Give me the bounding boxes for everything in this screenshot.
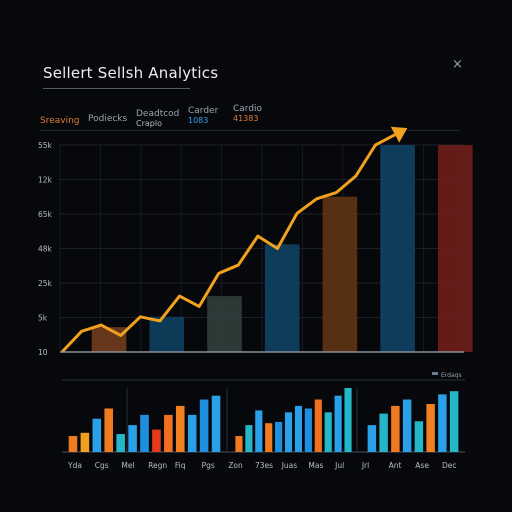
tab-podiecks[interactable]: Podiecks [88,114,127,124]
bar [391,405,400,452]
bar [324,412,332,452]
bar [275,421,283,452]
y-tick-label: 25k [38,279,53,288]
bar [104,408,114,452]
y-tick-label: 48k [38,245,53,254]
bar [255,410,263,452]
x-tick-label: Pgs [202,461,215,470]
bar [438,394,447,452]
title-underline [43,88,190,89]
bar [211,395,221,452]
x-tick-label: Cgs [95,461,109,470]
bar [128,425,137,452]
x-tick-label: Jrl [361,461,369,470]
close-icon[interactable]: × [452,57,463,72]
x-tick-label: Ase [415,461,429,470]
trend-line [60,133,396,354]
bar [80,432,90,452]
y-tick-label: 55k [38,141,53,150]
bar [175,405,185,452]
trend-arrow-icon [390,126,408,143]
tab-label: Carder [188,106,219,116]
tab-sublabel: 41383 [233,114,259,123]
bar [294,405,303,452]
x-tick-label: Mel [121,461,134,470]
tab-label: Sreaving [40,116,80,126]
x-tick-label: Mas [308,461,323,470]
bar [402,399,412,452]
x-tick-label: Yda [67,461,82,470]
bar [426,404,435,452]
bar [92,418,102,452]
bar [264,244,300,352]
y-tick-label: 10 [38,348,48,357]
bar [91,327,127,352]
bar [68,436,78,452]
y-tick-label: 12k [38,176,53,185]
bar [265,423,273,452]
x-tick-label: 73es [255,461,273,470]
bar [187,414,197,452]
tab-bar: Sreaving Podiecks Deadtcod Craplo Carder… [40,104,280,134]
bar [414,421,424,452]
x-tick-label: Fiq [175,461,186,470]
bar [149,316,185,352]
legend-swatch [432,372,438,375]
page-title: Sellert Sellsh Analytics [43,64,219,82]
bar [322,196,358,352]
tab-cardio[interactable]: Cardio 41383 [233,104,262,124]
tab-label: Deadtcod [136,109,180,119]
x-tick-label: Jul [334,461,344,470]
bar [140,414,149,452]
bar [116,434,125,452]
x-tick-label: Juas [281,461,298,470]
tab-sublabel: 1083 [188,116,209,125]
bar [304,408,312,452]
bar [449,391,459,452]
tabs-divider [40,130,460,131]
bar [164,414,173,452]
bar [334,395,342,452]
y-tick-label: 65k [38,210,53,219]
tab-sreaving[interactable]: Sreaving [40,116,80,126]
bar [438,145,473,352]
tab-label: Cardio [233,104,263,114]
bar [207,296,242,352]
bar [314,399,322,452]
tab-sublabel: Craplo [136,119,162,128]
legend-label: Erdaqs [441,372,462,379]
bar [380,145,415,352]
bar [344,388,352,452]
bar [152,429,161,452]
bar [245,425,253,452]
x-tick-label: Zon [228,461,243,470]
bar [367,425,377,452]
x-tick-label: Dec [442,461,457,470]
tab-label: Podiecks [88,114,128,124]
tab-carder[interactable]: Carder 1083 [188,106,218,126]
y-tick-label: 5k [38,314,48,323]
x-tick-label: Ant [389,461,402,470]
bar [379,413,388,452]
bar [199,399,209,452]
bar [284,412,293,452]
bar [235,436,243,452]
tab-deadtcod[interactable]: Deadtcod Craplo [136,109,179,129]
x-tick-label: Regn [148,461,167,470]
